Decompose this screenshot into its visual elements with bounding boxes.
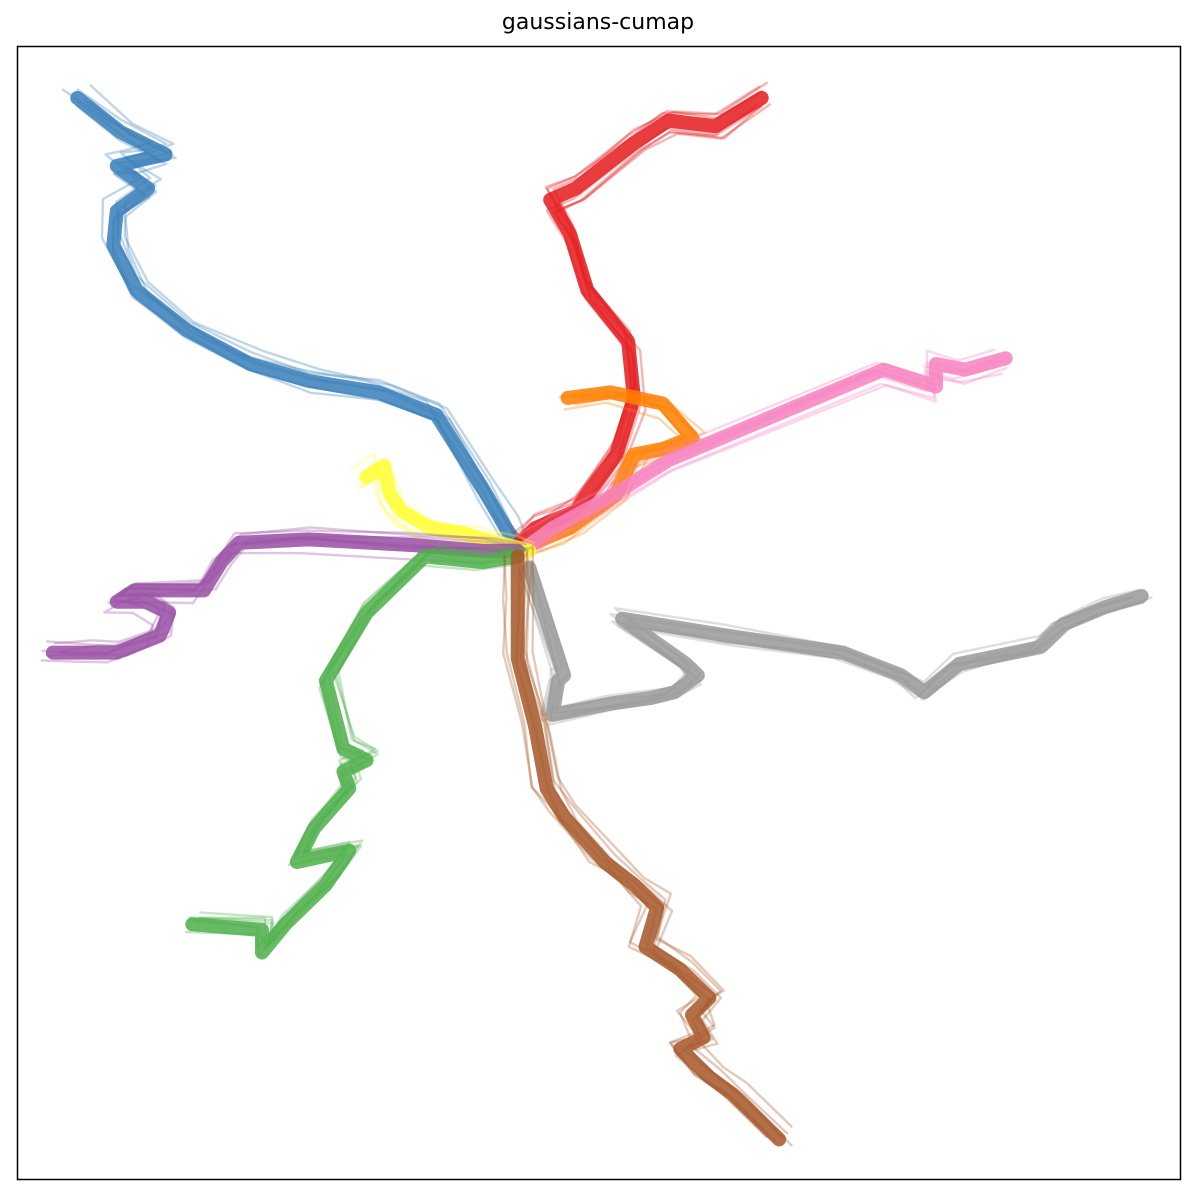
- trajectory-bundles: [40, 81, 1153, 1147]
- series-core-line: [185, 549, 525, 960]
- series-line: [534, 567, 1153, 714]
- series-core-line: [522, 351, 1013, 553]
- series-bundle-5: [40, 526, 529, 664]
- series-core-line: [359, 458, 537, 558]
- series-line: [527, 372, 1004, 560]
- series-line: [516, 348, 996, 537]
- series-line: [188, 544, 517, 946]
- series-bundle-0: [61, 84, 531, 559]
- series-core-line: [522, 560, 1149, 722]
- series-bundle-3: [513, 348, 1013, 560]
- series-line: [526, 366, 1008, 558]
- series-line: [75, 104, 515, 559]
- axes-frame: [16, 45, 1182, 1181]
- series-core-line: [70, 90, 525, 553]
- series-bundle-6: [517, 559, 1153, 726]
- series-core-line: [510, 549, 787, 1147]
- chart-title: gaussians-cumap: [501, 10, 695, 35]
- series-line: [515, 90, 763, 538]
- series-bundle-8: [501, 544, 793, 1147]
- series-core-line: [45, 532, 525, 660]
- series-core-line: [510, 90, 769, 553]
- series-bundle-7: [184, 544, 533, 960]
- series-line: [88, 101, 531, 551]
